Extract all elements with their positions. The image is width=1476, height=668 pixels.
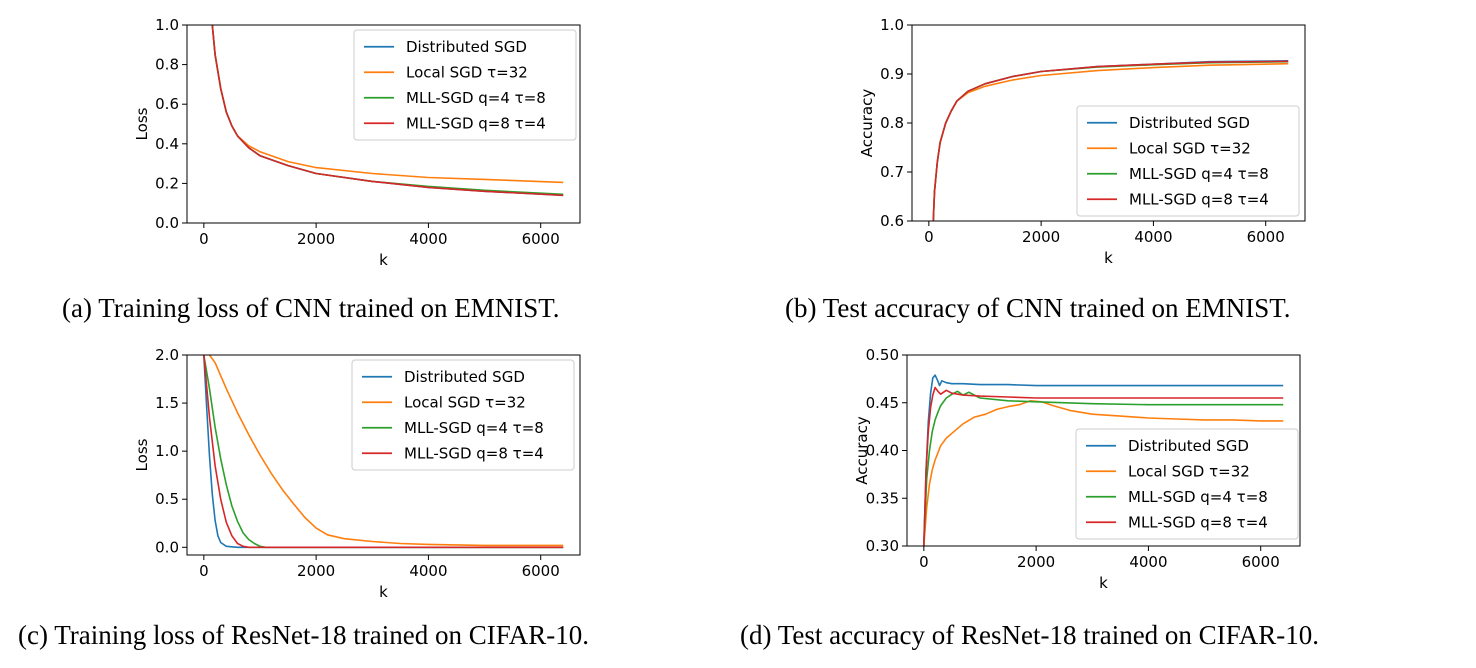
- series-line-3: [923, 386, 1284, 546]
- x-tick-label: 0: [919, 553, 929, 571]
- chart-c-svg: 0 2000 4000 6000 0.0 0.5 1.0 1.5 2.0 k Loss Distrib…: [133, 346, 581, 601]
- legend-box: [351, 359, 575, 471]
- x-tick-label: 0: [199, 562, 209, 580]
- y-tick-label: 2.0: [155, 346, 179, 364]
- legend-label-0: Distributed SGD: [406, 38, 527, 56]
- legend-label-2: MLL-SGD q=4 τ=8: [404, 419, 544, 437]
- x-tick-label: 2000: [1022, 228, 1060, 246]
- series-line-2: [203, 355, 564, 549]
- chart-a-svg: 0 2000 4000 6000 0.0 0.2 0.4 0.6 0.8 1.0 k Loss Dist…: [133, 16, 581, 269]
- y-tick-label: 0.8: [880, 114, 904, 132]
- legend-label-1: Local SGD τ=32: [406, 63, 528, 81]
- legend-label-1: Local SGD τ=32: [1129, 139, 1251, 157]
- y-tick-label: 0.2: [155, 174, 179, 192]
- series-line-1: [208, 355, 564, 547]
- caption-b: (b) Test accuracy of CNN trained on EMNI…: [785, 293, 1291, 323]
- x-tick-label: 2000: [1017, 553, 1055, 571]
- y-tick-label: 0.40: [866, 442, 899, 460]
- legend-label-2: MLL-SGD q=4 τ=8: [1128, 488, 1268, 506]
- legend-label-0: Distributed SGD: [1128, 437, 1249, 455]
- plot-area: [923, 374, 1284, 546]
- x-tick-label: 4000: [1134, 228, 1172, 246]
- y-tick-label: 0.8: [155, 56, 179, 74]
- y-axis-label: Loss: [133, 438, 151, 471]
- x-tick-label: 6000: [1242, 553, 1280, 571]
- y-axis-label: Accuracy: [853, 416, 871, 485]
- legend: Distributed SGD Local SGD τ=32 MLL-SGD q=4…: [353, 29, 577, 141]
- legend-label-0: Distributed SGD: [1129, 114, 1250, 132]
- y-tick-label: 0.5: [155, 490, 179, 508]
- x-tick-label: 6000: [1247, 228, 1285, 246]
- y-tick-label: 0.4: [155, 135, 179, 153]
- axes-frame: [186, 354, 581, 556]
- y-tick-label: 1.0: [880, 16, 904, 34]
- legend-label-1: Local SGD τ=32: [1128, 462, 1250, 480]
- caption-d: (d) Test accuracy of ResNet-18 trained o…: [740, 620, 1319, 650]
- legend-label-3: MLL-SGD q=8 τ=4: [406, 114, 546, 132]
- legend-label-3: MLL-SGD q=8 τ=4: [1129, 190, 1269, 208]
- chart-d: 0 2000 4000 6000 0.30 0.35 0.40 0.45 0.50 k Accura…: [850, 340, 1310, 602]
- y-tick-label: 1.0: [155, 442, 179, 460]
- legend-label-1: Local SGD τ=32: [404, 393, 526, 411]
- y-tick-label: 0.9: [880, 65, 904, 83]
- legend-label-3: MLL-SGD q=8 τ=4: [404, 444, 544, 462]
- legend-box: [353, 29, 577, 141]
- y-tick-label: 0.0: [155, 538, 179, 556]
- x-axis-label: k: [379, 583, 388, 601]
- series-line-2: [923, 390, 1284, 546]
- caption-a: (a) Training loss of CNN trained on EMNI…: [62, 293, 560, 323]
- y-tick-label: 0.7: [880, 163, 904, 181]
- x-tick-label: 6000: [522, 230, 560, 248]
- plot-area: [932, 60, 1289, 221]
- series-line-3: [932, 60, 1289, 221]
- caption-c: (c) Training loss of ResNet-18 trained o…: [18, 620, 589, 650]
- axes-frame: [186, 24, 581, 224]
- x-tick-label: 6000: [522, 562, 560, 580]
- y-tick-label: 0.30: [866, 537, 899, 555]
- y-tick-label: 0.50: [866, 346, 899, 364]
- y-axis-label: Loss: [133, 107, 151, 140]
- y-tick-label: 1.0: [155, 16, 179, 34]
- x-axis-label: k: [1104, 249, 1113, 267]
- x-tick-label: 4000: [1129, 553, 1167, 571]
- y-axis-label: Accuracy: [858, 89, 876, 158]
- series-line-3: [211, 25, 564, 197]
- series-line-1: [923, 399, 1284, 546]
- legend-label-2: MLL-SGD q=4 τ=8: [406, 89, 546, 107]
- legend: Distributed SGD Local SGD τ=32 MLL-SGD q=4…: [1076, 105, 1300, 217]
- x-tick-label: 0: [924, 228, 934, 246]
- chart-b: 0 2000 4000 6000 0.6 0.7 0.8 0.9 1.0 k Accuracy Dis…: [855, 10, 1315, 270]
- x-tick-label: 2000: [297, 562, 335, 580]
- plot-area: [203, 355, 564, 549]
- y-tick-label: 0.35: [866, 489, 899, 507]
- x-tick-label: 4000: [409, 562, 447, 580]
- chart-c: 0 2000 4000 6000 0.0 0.5 1.0 1.5 2.0 k Loss Distrib…: [130, 340, 590, 602]
- legend: Distributed SGD Local SGD τ=32 MLL-SGD q=4…: [1075, 428, 1299, 540]
- legend-label-3: MLL-SGD q=8 τ=4: [1128, 513, 1268, 531]
- plot-area: [211, 25, 564, 197]
- chart-b-svg: 0 2000 4000 6000 0.6 0.7 0.8 0.9 1.0 k Accuracy Dis…: [858, 16, 1306, 267]
- y-tick-label: 0.6: [155, 95, 179, 113]
- legend-label-0: Distributed SGD: [404, 368, 525, 386]
- series-line-0: [203, 355, 564, 549]
- legend: Distributed SGD Local SGD τ=32 MLL-SGD q=4…: [351, 359, 575, 471]
- chart-a: 0 2000 4000 6000 0.0 0.2 0.4 0.6 0.8 1.0 k Loss Dist…: [130, 10, 590, 270]
- y-tick-label: 0.0: [155, 214, 179, 232]
- y-tick-label: 0.6: [880, 212, 904, 230]
- y-tick-label: 1.5: [155, 394, 179, 412]
- x-tick-label: 4000: [409, 230, 447, 248]
- series-line-3: [203, 355, 564, 549]
- legend-box: [1075, 428, 1299, 540]
- x-axis-label: k: [1099, 574, 1108, 592]
- x-axis-label: k: [379, 251, 388, 269]
- chart-d-svg: 0 2000 4000 6000 0.30 0.35 0.40 0.45 0.50 k Accura…: [853, 346, 1301, 592]
- series-line-0: [923, 374, 1284, 546]
- x-tick-label: 2000: [297, 230, 335, 248]
- y-tick-label: 0.45: [866, 394, 899, 412]
- legend-box: [1076, 105, 1300, 217]
- legend-label-2: MLL-SGD q=4 τ=8: [1129, 165, 1269, 183]
- x-tick-label: 0: [199, 230, 209, 248]
